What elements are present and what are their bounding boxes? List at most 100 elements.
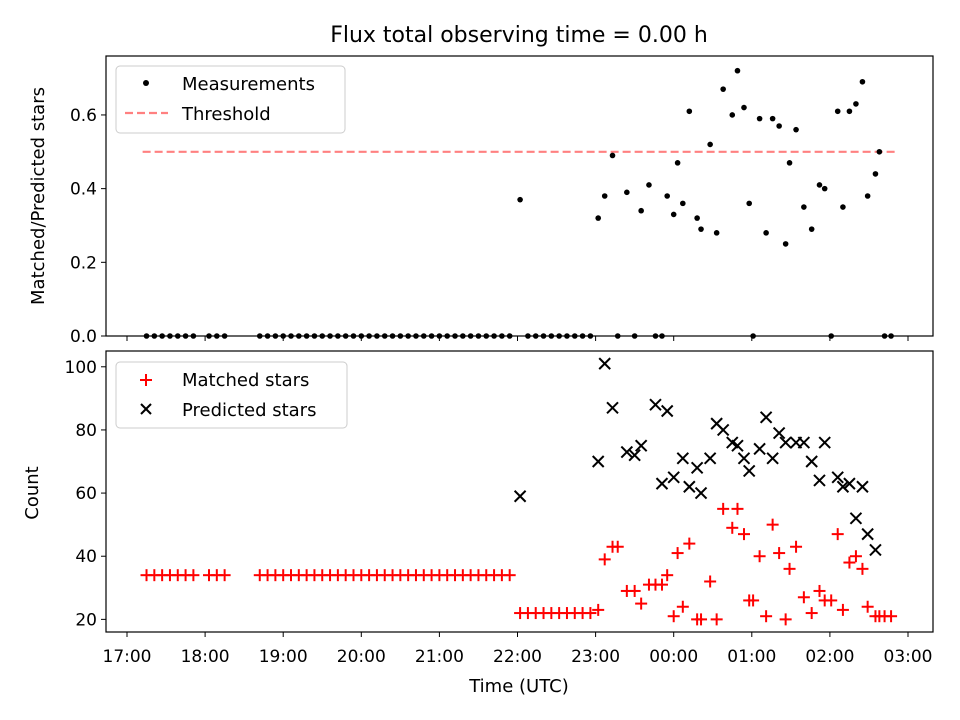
matched-star-point [843,556,856,569]
measurement-point [793,126,799,133]
ytick-label: 60 [75,484,97,504]
predicted-star-point [591,455,605,468]
ytick-label: 40 [75,547,97,567]
legend-label-matched: Matched stars [182,370,309,391]
measurement-point [876,148,883,155]
chart-title: Flux total observing time = 0.00 h [330,23,708,48]
predicted-star-point [703,452,717,465]
count-panel-xlabel: Time (UTC) [468,676,569,697]
predicted-star-point [649,398,662,411]
measurement-point [776,123,782,129]
measurement-point [763,230,769,236]
matched-star-point [885,610,898,623]
measurement-point [734,67,741,74]
measurement-point [864,193,871,199]
matched-star-point [731,502,744,515]
predicted-star-point [856,480,869,493]
measurement-point [670,211,677,218]
predicted-star-point [836,480,850,493]
predicted-star-point [628,448,641,462]
predicted-star-point [861,527,874,541]
measurement-point [782,241,789,247]
count-panel-legend: Matched stars Predicted stars [115,361,348,429]
matched-star-point [813,584,826,597]
measurement-point [741,104,747,111]
ytick-label: 100 [65,358,97,378]
measurement-point [808,226,815,232]
measurement-point [729,112,736,118]
matched-star-point [683,537,696,550]
ytick-label: 0.6 [70,106,97,126]
measurement-point [769,115,776,122]
matched-star-point [797,591,810,604]
predicted-star-point [869,543,882,557]
measurement-point [674,160,681,166]
predicted-star-point [513,490,527,503]
measurement-point [756,115,763,122]
matched-star-point [695,613,708,626]
ratio-panel-frame [105,55,934,337]
predicted-star-point [779,436,792,449]
predicted-star-point [849,512,863,525]
predicted-star-point [694,486,708,500]
matched-star-point [836,603,849,616]
xtick-label: 01:00 [727,647,776,667]
count-panel-frame [105,350,934,633]
xtick-label: 02:00 [805,647,854,667]
ytick-label: 80 [75,421,97,441]
measurement-point [834,108,841,115]
measurement-point [713,230,720,236]
xtick-label: 23:00 [571,647,620,667]
legend-marker-predicted [140,403,152,415]
legend-label-threshold: Threshold [181,104,271,125]
matched-star-point [598,553,611,566]
measurement-point [859,78,866,85]
matched-star-point [704,575,717,588]
predicted-star-point [634,439,648,452]
predicted-star-point [766,452,779,465]
predicted-star-point [731,439,744,452]
measurement-point [746,200,752,207]
matched-star-point [747,594,760,607]
matched-star-point [753,550,766,563]
predicted-star-point [690,461,704,475]
ratio-panel: Matched/Predicted stars 0.0 0.2 0.4 0.6 Mea… [28,55,934,347]
measurement-point [517,196,523,203]
measurement-point [786,160,793,166]
matched-star-point [503,569,516,582]
matched-star-point [766,518,779,531]
measurement-point [846,108,853,115]
predicted-star-point [813,474,826,487]
predicted-star-point [843,477,856,490]
matched-star-point [790,540,803,553]
matched-star-point [667,610,680,623]
matched-star-point [825,594,838,607]
xtick-label: 20:00 [337,647,386,667]
matched-star-point [661,569,674,582]
measurement-point [680,200,686,207]
matched-star-point [655,578,668,591]
predicted-star-point [759,411,773,424]
measurement-point [840,204,846,210]
measurement-point [698,226,704,232]
xtick-label: 00:00 [649,647,698,667]
count-panel-marks [140,357,898,626]
predicted-star-point [660,404,674,418]
predicted-star-point [805,455,818,468]
matched-star-point [856,562,869,575]
matched-star-point [218,569,231,582]
measurement-point [872,171,879,177]
predicted-star-point [772,426,786,440]
measurement-point [638,207,644,214]
xtick-label: 03:00 [884,647,933,667]
matched-star-point [726,521,739,534]
matched-star-point [805,607,818,620]
matched-star-point [611,540,624,553]
matched-star-point [779,613,792,626]
measurement-point [720,86,726,92]
xtick-label: 19:00 [259,647,308,667]
measurement-point [686,108,693,115]
matched-star-point [737,528,750,541]
measurement-point [609,152,616,159]
